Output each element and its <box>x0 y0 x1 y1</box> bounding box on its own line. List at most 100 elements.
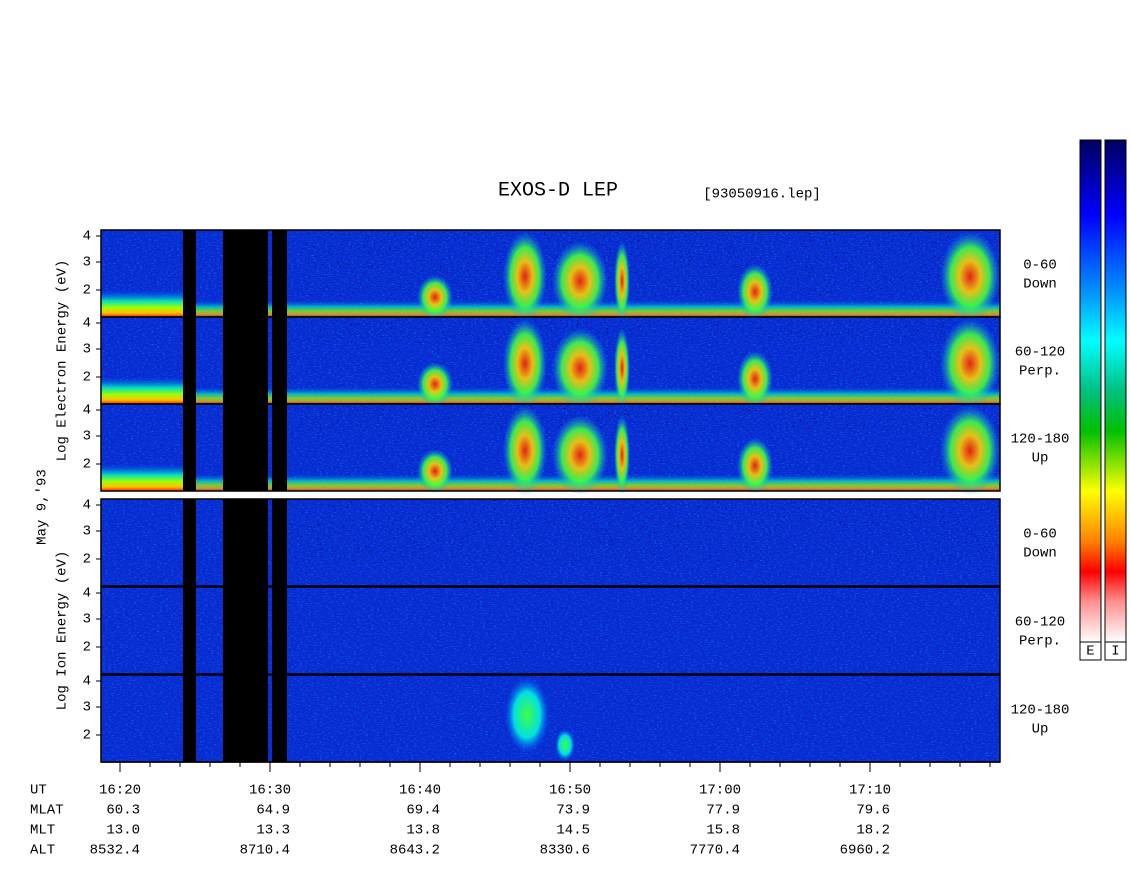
color-bar <box>1079 139 1102 643</box>
flux-enhancement <box>503 318 547 409</box>
y-tick-label: 3 <box>83 700 91 716</box>
data-gap <box>272 230 287 317</box>
panel-frame <box>100 498 1001 587</box>
row-label: UT <box>30 783 47 799</box>
y-tick-label: 4 <box>83 229 91 245</box>
date: May 9,'93 <box>35 469 51 545</box>
data-gap <box>183 230 196 317</box>
direction-label: Up <box>1032 451 1049 467</box>
y-tick-label: 4 <box>83 403 91 419</box>
angle-label: 0-60 <box>1023 527 1057 543</box>
flux-enhancement <box>417 449 453 494</box>
data-gap <box>223 404 268 491</box>
ephemeris-value: 8710.4 <box>240 843 290 859</box>
ephemeris-value: 13.8 <box>406 823 440 839</box>
direction-label: Down <box>1023 277 1057 293</box>
low-energy-band <box>101 464 183 491</box>
ephemeris-value: 18.2 <box>856 823 890 839</box>
ephemeris-value: 77.9 <box>706 803 740 819</box>
y-tick-label: 3 <box>83 524 91 540</box>
low-energy-band <box>101 290 183 317</box>
data-gap <box>272 499 287 586</box>
y-tick-label: 3 <box>83 612 91 628</box>
flux-enhancement <box>614 241 630 321</box>
data-gap <box>272 587 287 674</box>
y-tick-label: 2 <box>83 457 91 473</box>
flux-enhancement <box>614 328 630 408</box>
ephemeris-value: 7770.4 <box>690 843 740 859</box>
data-gap <box>183 317 196 404</box>
y-tick-label: 2 <box>83 728 91 744</box>
flux-enhancement <box>614 415 630 495</box>
direction-label: Perp. <box>1019 364 1061 380</box>
ephemeris-value: 73.9 <box>556 803 590 819</box>
angle-label: 120-180 <box>1011 432 1070 448</box>
color-bar-label: I <box>1111 644 1119 660</box>
time-label: 16:30 <box>249 783 291 799</box>
y-tick-label: 4 <box>83 316 91 332</box>
y-tick-label: 4 <box>83 586 91 602</box>
title: EXOS-D LEP <box>498 179 618 202</box>
ephemeris-value: 79.6 <box>856 803 890 819</box>
ephemeris-value: 13.0 <box>106 823 140 839</box>
angle-label: 60-120 <box>1015 345 1065 361</box>
panel-frame <box>100 403 1001 492</box>
angle-label: 120-180 <box>1011 703 1070 719</box>
flux-enhancement <box>417 275 453 320</box>
color-bar-label: E <box>1086 644 1094 660</box>
flux-enhancement <box>737 350 773 407</box>
flux-enhancement <box>417 362 453 407</box>
y-tick-label: 2 <box>83 370 91 386</box>
y-tick-label: 2 <box>83 552 91 568</box>
file-name: [93050916.lep] <box>703 187 821 203</box>
direction-label: Down <box>1023 546 1057 562</box>
ephemeris-value: 64.9 <box>256 803 290 819</box>
low-energy-band <box>101 377 183 404</box>
flux-enhancement <box>503 231 547 322</box>
color-bar-label-box <box>1079 641 1102 661</box>
data-gap <box>272 317 287 404</box>
y-tick-label: 2 <box>83 283 91 299</box>
ephemeris-value: 8330.6 <box>540 843 590 859</box>
y-tick-label: 2 <box>83 640 91 656</box>
flux-enhancement <box>940 231 1000 322</box>
flux-enhancement <box>737 263 773 320</box>
data-gap <box>272 404 287 491</box>
panel-frame <box>100 586 1001 675</box>
data-gap <box>183 587 196 674</box>
flux-enhancement <box>552 415 608 495</box>
y-tick-label: 3 <box>83 342 91 358</box>
ephemeris-value: 8643.2 <box>390 843 440 859</box>
data-gap <box>272 675 287 762</box>
data-gap <box>223 499 268 586</box>
data-gap <box>223 230 268 317</box>
axis-label: Log Electron Energy (eV) <box>55 260 71 462</box>
data-gap <box>183 675 196 762</box>
time-label: 16:40 <box>399 783 441 799</box>
ephemeris-value: 13.3 <box>256 823 290 839</box>
data-gap <box>183 499 196 586</box>
flux-enhancement <box>505 677 549 753</box>
angle-label: 0-60 <box>1023 258 1057 274</box>
color-bar-label-box <box>1104 641 1127 661</box>
y-tick-label: 3 <box>83 429 91 445</box>
flux-enhancement <box>737 437 773 494</box>
flux-enhancement <box>555 729 575 761</box>
data-gap <box>223 675 268 762</box>
data-gap <box>183 404 196 491</box>
y-tick-label: 4 <box>83 674 91 690</box>
ephemeris-value: 60.3 <box>106 803 140 819</box>
ephemeris-value: 14.5 <box>556 823 590 839</box>
ephemeris-value: 6960.2 <box>840 843 890 859</box>
flux-enhancement <box>552 328 608 408</box>
ephemeris-value: 8532.4 <box>90 843 140 859</box>
sparse-counts <box>290 499 1000 565</box>
time-label: 16:20 <box>99 783 141 799</box>
flux-enhancement <box>503 405 547 496</box>
direction-label: Perp. <box>1019 634 1061 650</box>
axis-label: Log Ion Energy (eV) <box>55 551 71 711</box>
y-tick-label: 3 <box>83 255 91 271</box>
ephemeris-value: 69.4 <box>406 803 440 819</box>
